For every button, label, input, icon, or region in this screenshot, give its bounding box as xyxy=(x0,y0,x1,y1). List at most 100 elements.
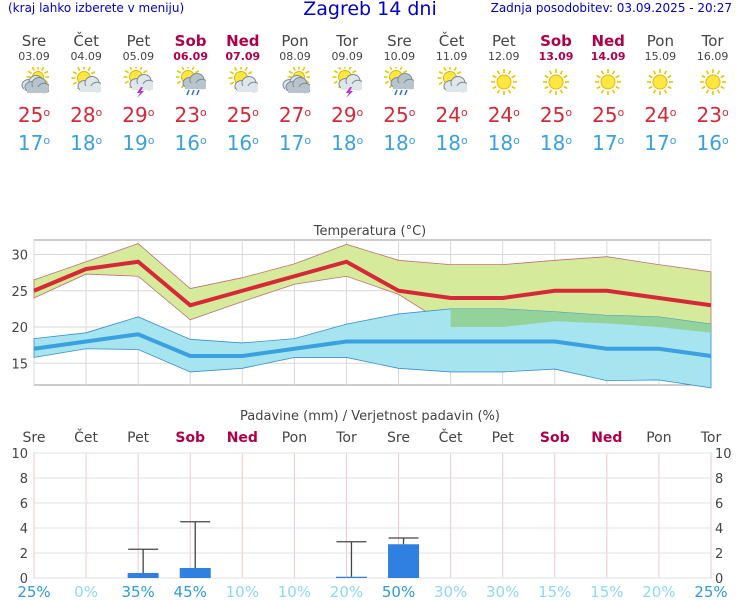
precipitation-probability: 10% xyxy=(278,583,311,600)
degree-sign: o xyxy=(252,134,259,147)
degree-sign: o xyxy=(721,134,729,147)
day-name: Sre xyxy=(387,32,412,50)
y-tick-label-left: 2 xyxy=(20,547,28,562)
precipitation-bar xyxy=(335,576,367,578)
precipitation-probability: 15% xyxy=(590,583,623,600)
day-label: Ned xyxy=(227,430,258,446)
thunderstorm-icon xyxy=(123,64,156,98)
min-temperature: 16o xyxy=(687,131,739,155)
precipitation-bar xyxy=(388,544,420,578)
degree-sign: o xyxy=(147,106,155,119)
sun-cloud-icon xyxy=(228,65,261,97)
day-label: Sre xyxy=(23,430,46,446)
y-tick-label-left: 6 xyxy=(20,497,28,512)
max-temperature-value: 25 xyxy=(592,103,618,127)
y-tick-label-right: 8 xyxy=(715,472,723,487)
day-name: Čet xyxy=(73,32,99,50)
degree-sign: o xyxy=(617,134,625,147)
max-temperature-value: 29 xyxy=(122,103,148,127)
max-temperature-line xyxy=(33,259,712,308)
precipitation-probability: 25% xyxy=(694,583,727,600)
header: (kraj lahko izberete v meniju) Zagreb 14… xyxy=(0,0,740,22)
min-temperature: 18o xyxy=(530,131,582,155)
temperature-bands xyxy=(33,243,712,389)
y-tick-label-left: 4 xyxy=(20,522,28,537)
degree-sign: o xyxy=(95,134,103,147)
max-temperature-value: 24 xyxy=(435,103,461,127)
day-name: Sre xyxy=(21,32,47,50)
precipitation-chart: Padavine (mm) / Verjetnost padavin (%) S… xyxy=(11,409,732,600)
y-tick-label-right: 10 xyxy=(715,447,732,462)
temperature-lines xyxy=(33,259,712,358)
min-temperature: 16o xyxy=(165,131,217,155)
min-temperature: 18o xyxy=(60,131,112,155)
day-date: 13.09 xyxy=(538,50,574,63)
max-temperature-value: 25 xyxy=(17,103,44,127)
day-forecast: Sob 13.09 25o 18o xyxy=(530,33,582,173)
degree-sign: o xyxy=(460,134,468,147)
day-label: Pon xyxy=(646,430,671,446)
day-name: Pet xyxy=(126,32,151,50)
precipitation-grid xyxy=(33,452,712,579)
day-name: Ned xyxy=(226,32,260,50)
day-name: Sob xyxy=(174,32,207,50)
day-date: 05.09 xyxy=(122,50,155,63)
day-date: 11.09 xyxy=(435,50,468,63)
precipitation-bar xyxy=(179,568,211,578)
sun-icon xyxy=(489,67,519,97)
day-label: Pet xyxy=(492,430,515,446)
precipitation-probability: 30% xyxy=(486,583,519,600)
temperature-axis: 15 20 25 30 xyxy=(11,249,28,373)
min-temperature-value: 19 xyxy=(122,131,148,155)
precipitation-probability: 20% xyxy=(330,583,363,600)
day-date: 15.09 xyxy=(644,50,677,63)
precipitation-chart-title: Padavine (mm) / Verjetnost padavin (%) xyxy=(240,409,500,424)
day-label: Sre xyxy=(387,430,410,446)
max-temperature: 27o xyxy=(269,103,321,127)
day-date: 04.09 xyxy=(70,50,102,63)
day-name: Pon xyxy=(281,32,309,50)
degree-sign: o xyxy=(669,106,677,119)
min-temperature: 17o xyxy=(634,131,686,155)
day-forecast: Ned 07.09 25o 16o xyxy=(217,33,269,173)
degree-sign: o xyxy=(408,106,416,119)
precipitation-probability: 50% xyxy=(382,583,415,600)
precipitation-day-labels: Sre Čet Pet Sob Ned Pon Tor Sre Čet Pet Sob Ned Pon T… xyxy=(23,428,722,446)
max-temperature: 25o xyxy=(373,103,425,127)
min-temperature: 18o xyxy=(373,131,425,155)
day-name: Pon xyxy=(646,32,674,50)
sun-rain-icon xyxy=(383,64,417,97)
y-tick-label: 20 xyxy=(11,321,28,336)
precipitation-probability: 35% xyxy=(121,583,154,600)
max-temperature: 25o xyxy=(582,103,634,127)
day-forecast: Pet 05.09 29o 19o xyxy=(112,33,164,173)
degree-sign: o xyxy=(199,134,207,147)
thunderstorm-icon xyxy=(332,64,365,98)
min-temperature-value: 16 xyxy=(696,131,722,155)
max-temperature: 23o xyxy=(687,103,739,127)
min-temperature: 16o xyxy=(217,131,269,155)
min-temperature-value: 17 xyxy=(17,131,44,155)
degree-sign: o xyxy=(513,134,520,147)
day-label: Ned xyxy=(591,430,622,446)
min-temperature-value: 16 xyxy=(174,131,200,155)
day-label: Pon xyxy=(282,430,307,446)
page-title: Zagreb 14 dni xyxy=(303,0,437,20)
min-temperature: 19o xyxy=(112,131,164,155)
day-forecast: Čet 11.09 24o 18o xyxy=(426,33,478,173)
degree-sign: o xyxy=(669,134,677,147)
min-temperature: 18o xyxy=(478,131,530,155)
min-temperature-value: 17 xyxy=(644,131,670,155)
max-temperature: 29o xyxy=(321,103,373,127)
day-label: Sob xyxy=(540,430,570,446)
y-tick-label-left: 8 xyxy=(20,472,28,487)
day-name: Tor xyxy=(701,32,724,50)
y-tick-label-right: 4 xyxy=(715,522,723,537)
precipitation-probability: 30% xyxy=(434,583,467,600)
day-name: Pet xyxy=(491,32,516,50)
day-date: 03.09 xyxy=(18,50,50,63)
degree-sign: o xyxy=(43,106,51,119)
max-temperature-value: 23 xyxy=(174,103,200,127)
y-tick-label: 15 xyxy=(11,357,28,372)
